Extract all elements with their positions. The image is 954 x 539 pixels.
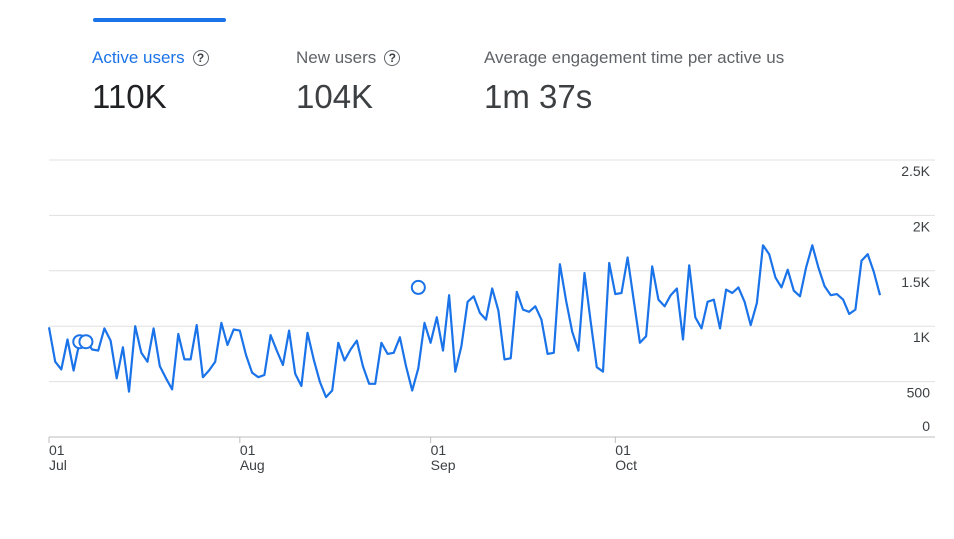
- x-tick-label: Aug: [240, 457, 265, 473]
- metric-engagement-time-value: 1m 37s: [484, 78, 593, 115]
- metric-engagement-time[interactable]: Average engagement time per active us 1m…: [484, 48, 834, 116]
- y-tick-label: 2K: [913, 218, 931, 234]
- y-tick-label: 500: [907, 385, 931, 401]
- active-tab-indicator: [93, 18, 226, 22]
- metric-engagement-time-label: Average engagement time per active us: [484, 48, 785, 67]
- annotation-marker[interactable]: [410, 279, 426, 295]
- metric-active-users-label: Active users ?: [92, 48, 209, 68]
- x-tick-label: Oct: [615, 457, 637, 473]
- y-tick-label: 0: [922, 418, 930, 434]
- y-tick-label: 2.5K: [901, 163, 930, 179]
- metric-active-users-value: 110K: [92, 78, 167, 115]
- help-icon[interactable]: ?: [192, 50, 209, 66]
- x-tick-label: 01: [240, 442, 256, 458]
- x-tick-label: Jul: [49, 457, 67, 473]
- x-tick-label: 01: [431, 442, 447, 458]
- annotation-marker[interactable]: [78, 334, 94, 350]
- metric-new-users[interactable]: New users ? 104K: [296, 48, 401, 116]
- series-line[interactable]: [47, 244, 882, 399]
- metric-new-users-label: New users ?: [296, 48, 401, 68]
- x-tick-label: 01: [49, 442, 65, 458]
- y-tick-label: 1K: [913, 329, 931, 345]
- y-tick-label: 1.5K: [901, 274, 930, 290]
- x-tick-label: Sep: [431, 457, 456, 473]
- x-tick-label: 01: [615, 442, 631, 458]
- metric-new-users-value: 104K: [296, 78, 374, 115]
- metric-active-users[interactable]: Active users ? 110K: [92, 48, 209, 116]
- help-icon[interactable]: ?: [384, 50, 401, 66]
